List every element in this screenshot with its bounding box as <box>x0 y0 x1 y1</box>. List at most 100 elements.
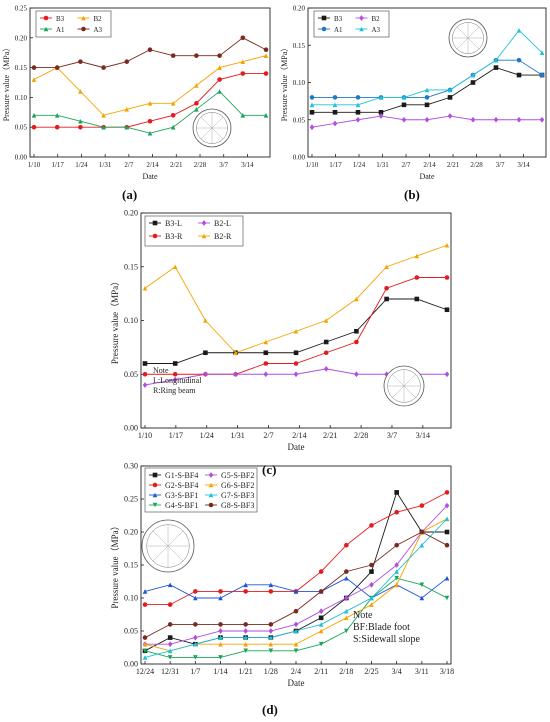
b-data-point <box>424 116 430 123</box>
b-data-point <box>355 102 361 108</box>
c-data-point <box>172 361 178 366</box>
d-data-point <box>293 648 299 654</box>
b-data-point <box>493 65 499 70</box>
d-legend-label: G2-S-BF4 <box>165 481 198 490</box>
b-data-point <box>332 102 338 108</box>
c-data-point <box>414 296 420 302</box>
d-data-point <box>142 602 148 607</box>
d-data-point <box>243 648 248 654</box>
a-data-point <box>78 124 83 130</box>
d-data-point <box>293 589 299 594</box>
a-data-point <box>54 112 60 118</box>
d-series-line <box>144 577 448 599</box>
c-data-point <box>444 242 450 248</box>
c-legend-label: B3-L <box>165 219 182 228</box>
c-data-point <box>354 339 359 345</box>
d-data-point <box>268 648 274 654</box>
b-data-point <box>309 102 315 108</box>
d-legend-label: G4-S-BF1 <box>165 501 198 510</box>
a-data-point <box>217 53 222 58</box>
d-data-point <box>167 635 173 640</box>
a-series-line <box>34 37 267 69</box>
c-data-point <box>142 285 148 291</box>
d-data-point <box>369 523 374 528</box>
a-data-point <box>54 65 60 70</box>
d-data-point <box>167 648 173 654</box>
d-ytick-label: 0.25 <box>124 495 138 504</box>
d-series-G8-S-BF3 <box>142 529 450 640</box>
a-data-point <box>147 118 153 124</box>
d-ytick-label: 0.15 <box>124 561 138 570</box>
a-data-point <box>217 77 222 82</box>
a-data-point <box>217 65 222 70</box>
a-data-point <box>170 124 176 130</box>
b-xtick-label: 1/17 <box>329 161 342 169</box>
c-data-point <box>263 350 269 356</box>
b-data-point <box>447 87 453 93</box>
d-data-point <box>243 622 248 627</box>
c-data-point <box>414 253 420 259</box>
d-data-point <box>268 622 274 627</box>
a-ytick-label: 0.05 <box>15 124 28 132</box>
d-data-point <box>243 582 248 588</box>
c-data-point <box>263 371 269 378</box>
b-ytick-label: 0.05 <box>293 116 306 124</box>
a-data-point <box>170 101 176 106</box>
b-data-point <box>470 116 476 123</box>
c-legend-marker <box>201 220 207 226</box>
d-data-point <box>444 529 450 535</box>
a-data-point <box>124 107 130 112</box>
a-ytick-label: 0.15 <box>15 64 28 72</box>
c-data-point <box>354 328 359 334</box>
d-note-line: Note <box>353 610 373 621</box>
d-data-point <box>193 655 198 660</box>
c-data-point <box>354 371 359 378</box>
d-data-point <box>344 595 349 601</box>
b-data-point <box>355 110 361 115</box>
a-ytick-label: 0.25 <box>15 5 28 13</box>
b-data-point <box>539 72 545 78</box>
d-legend-marker <box>152 482 158 488</box>
c-data-point <box>444 307 450 313</box>
d-data-point <box>167 582 173 588</box>
b-xtick-label: 1/24 <box>353 161 366 169</box>
a-legend-label: B3 <box>56 15 65 23</box>
d-data-point <box>344 615 349 621</box>
b-data-point <box>401 95 407 100</box>
a-legend-box <box>35 10 112 38</box>
b-data-point <box>378 110 384 115</box>
c-xtick-label: 2/21 <box>323 431 337 440</box>
c-series-line <box>145 277 447 375</box>
d-xtick-label: 2/11 <box>314 667 328 676</box>
c-y-axis-label: Pressure value（MPa） <box>110 277 120 364</box>
d-data-point <box>318 615 324 621</box>
d-plan-schematic <box>141 519 195 573</box>
b-legend: B3 A1 B2 A3 <box>313 10 390 38</box>
d-data-point <box>394 575 399 581</box>
d-xtick-label: 2/18 <box>339 667 353 676</box>
d-y-axis-label: Pressure value（MPa） <box>110 521 120 608</box>
d-data-point <box>318 622 324 627</box>
a-data-point <box>54 124 60 130</box>
a-data-point <box>263 47 269 53</box>
b-xtick-label: 1/10 <box>306 161 319 169</box>
d-data-point <box>218 589 223 594</box>
c-data-point <box>172 264 178 270</box>
a-ytick-label: 0.10 <box>15 94 28 102</box>
c-legend-label: B2-R <box>214 232 232 241</box>
b-series-B2 <box>309 113 545 131</box>
c-data-point <box>444 371 450 378</box>
d-series-G7-S-BF3 <box>142 516 450 660</box>
b-xtick-label: 2/21 <box>447 161 460 169</box>
b-ytick-label: 0.10 <box>293 79 306 87</box>
a-plan-spoke <box>211 116 224 129</box>
a-data-point <box>170 53 176 58</box>
c-legend-marker <box>152 220 158 226</box>
b-y-axis-label: Pressure value（MPa） <box>280 44 289 122</box>
d-data-point <box>444 516 450 522</box>
d-data-point <box>318 569 324 574</box>
d-legend-marker <box>152 502 158 508</box>
a-xtick-label: 3/14 <box>241 161 254 169</box>
d-xtick-label: 3/18 <box>440 667 454 676</box>
a-data-point <box>263 71 269 76</box>
